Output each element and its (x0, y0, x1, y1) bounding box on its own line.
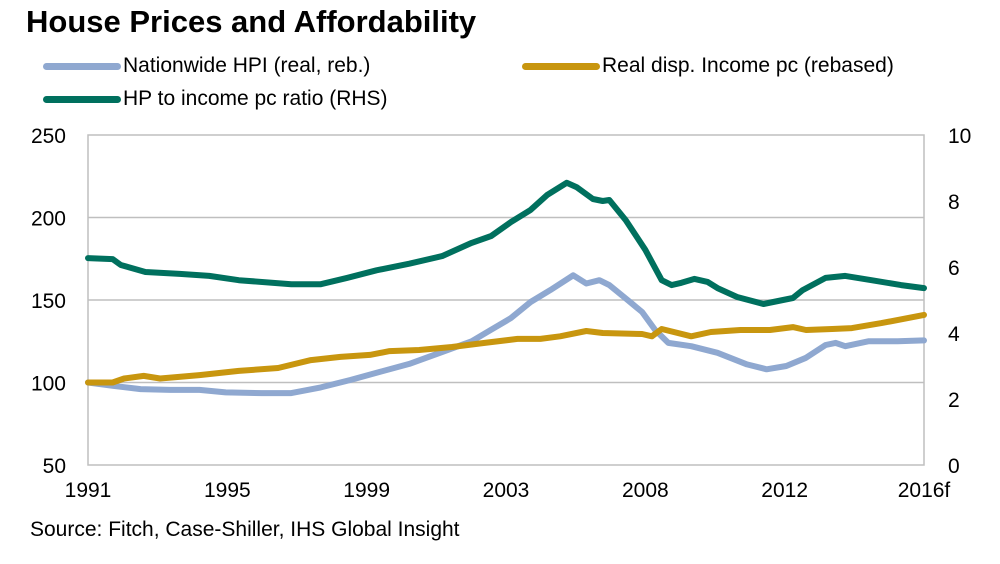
series-line-hp-to-income-pc-ratio-rhs (85, 179, 927, 307)
chart-title: House Prices and Affordability (26, 4, 477, 39)
x-tick-label: 1991 (65, 479, 112, 502)
y2-tick-label: 2 (948, 389, 960, 412)
series-line-nationwide-hpi-real-reb (85, 272, 927, 397)
y-tick-label: 100 (31, 373, 66, 396)
y2-tick-label: 10 (948, 125, 971, 148)
x-tick-label: 2003 (483, 479, 530, 502)
legend-swatch-hpi (43, 62, 121, 70)
legend-label-hpi: Nationwide HPI (real, reb.) (123, 54, 371, 77)
x-tick-label: 1999 (343, 479, 390, 502)
y-tick-label: 200 (31, 208, 66, 231)
x-tick-label: 2008 (622, 479, 669, 502)
legend-label-ratio: HP to income pc ratio (RHS) (123, 87, 388, 110)
y2-tick-label: 8 (948, 191, 960, 214)
legend-swatch-income (522, 62, 600, 70)
y-tick-label: 50 (43, 455, 66, 478)
x-tick-label: 2016f (898, 479, 951, 502)
x-tick-label: 2012 (761, 479, 808, 502)
legend-item-hpi: Nationwide HPI (real, reb.) (43, 54, 370, 78)
y-axis-right: 0 2 4 6 8 10 (948, 125, 971, 478)
y2-tick-label: 6 (948, 257, 960, 280)
y2-tick-label: 4 (948, 323, 960, 346)
x-axis: 1991 1995 1999 2003 2008 2012 2016f (65, 479, 951, 502)
series-line-real-disp-income-pc-rebased (85, 311, 927, 386)
y2-tick-label: 0 (948, 455, 960, 478)
legend-swatch-ratio (43, 95, 121, 103)
y-axis-left: 50 100 150 200 250 (31, 125, 66, 478)
legend-item-income: Real disp. Income pc (rebased) (522, 54, 894, 78)
series-lines (85, 179, 927, 397)
x-tick-label: 1995 (204, 479, 251, 502)
legend-item-ratio: HP to income pc ratio (RHS) (43, 87, 388, 111)
legend-label-income: Real disp. Income pc (rebased) (602, 54, 894, 77)
source-note: Source: Fitch, Case-Shiller, IHS Global … (30, 518, 460, 541)
y-tick-label: 150 (31, 290, 66, 313)
y-tick-label: 250 (31, 125, 66, 148)
